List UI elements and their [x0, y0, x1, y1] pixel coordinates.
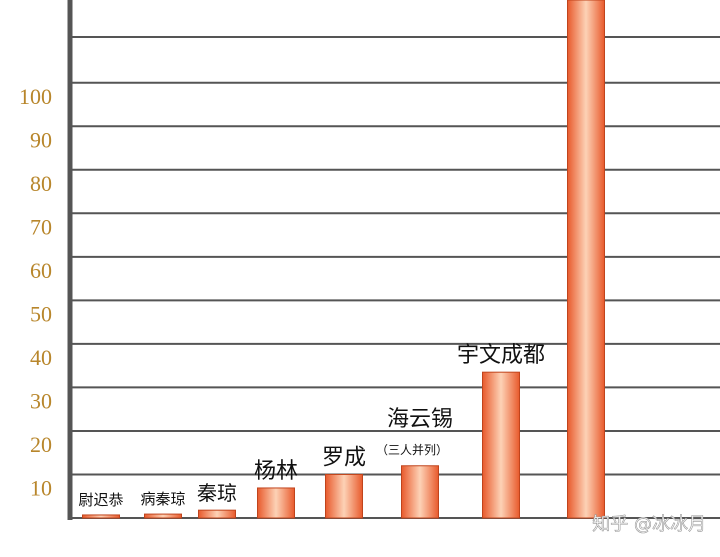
category-label: 杨林	[254, 459, 298, 484]
category-label: 病秦琼	[140, 490, 185, 508]
y-tick-label: 10	[30, 476, 52, 501]
y-tick-label: 100	[19, 84, 52, 109]
y-tick-label: 20	[30, 432, 52, 457]
y-tick-label: 60	[30, 258, 52, 283]
y-tick-label: 30	[30, 388, 52, 413]
category-label: 秦琼	[197, 481, 237, 505]
bar	[198, 509, 236, 519]
bar	[567, 0, 605, 519]
bar	[257, 487, 295, 519]
bar	[325, 473, 363, 519]
y-tick-label: 50	[30, 301, 52, 326]
bar	[401, 465, 439, 519]
category-label: 海云锡	[387, 407, 453, 432]
category-label: 尉迟恭	[78, 491, 123, 509]
y-tick-label: 40	[30, 345, 52, 370]
category-label: 罗成	[322, 445, 366, 470]
y-tick-label: 90	[30, 127, 52, 152]
category-label: 宇文成都	[457, 343, 545, 368]
bar	[82, 514, 120, 519]
annotation: （三人并列）	[376, 443, 448, 457]
bar	[144, 513, 182, 519]
bar	[482, 371, 520, 519]
watermark: 知乎 @冰冰月	[592, 514, 706, 535]
y-tick-label: 80	[30, 171, 52, 196]
y-tick-label: 70	[30, 214, 52, 239]
